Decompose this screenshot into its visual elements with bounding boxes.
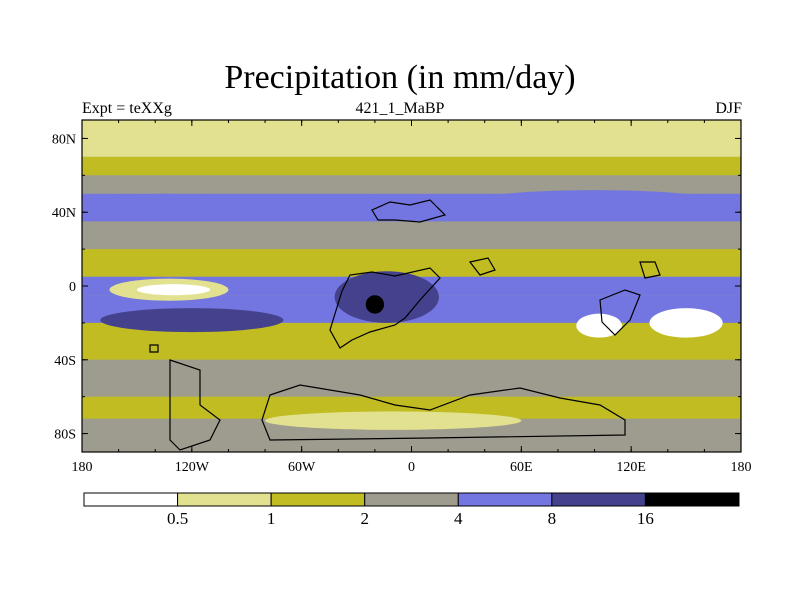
experiment-label: Expt = teXXg: [82, 100, 172, 117]
colorbar-label: 0.5: [167, 509, 188, 528]
zonal-band-4: [82, 221, 741, 250]
coastline-7: [261, 384, 626, 441]
coastline-6: [169, 359, 221, 451]
colorbar-bin: [551, 492, 646, 507]
y-tick-label: 40N: [52, 206, 76, 221]
african-maximum: [365, 295, 385, 314]
southern-ocean-dry: [265, 411, 522, 430]
coastlines: [149, 199, 661, 451]
colorbar-label: 2: [360, 509, 369, 528]
south-pacific-convergence: [100, 308, 284, 333]
period-label: 421_1_MaBP: [355, 100, 445, 117]
colorbar-bin: [270, 492, 366, 507]
x-tick-label: 60W: [288, 460, 316, 475]
x-tick-label: 60E: [510, 460, 533, 475]
southeast-pacific-dry: [649, 308, 723, 338]
coastline-5: [149, 344, 159, 353]
colorbar-label: 1: [267, 509, 276, 528]
axis-layer: 180 120W 60W 0 60E 120E 180 80N 40N 0 40S 80S: [52, 120, 752, 475]
x-tick-label: 0: [408, 460, 415, 475]
colorbar-bin: [644, 492, 740, 507]
colorbar-bin: [364, 492, 459, 507]
colorbar-bin: [457, 492, 553, 507]
y-tick-label: 80S: [54, 428, 76, 443]
y-tick-label: 40S: [54, 354, 76, 369]
x-tick-label: 120E: [616, 460, 646, 475]
zonal-band-1: [82, 156, 741, 176]
australia-dry: [576, 313, 623, 338]
y-tick-label: 0: [69, 280, 76, 295]
zonal-band-0: [82, 120, 741, 157]
north-pacific-storm-track: [91, 193, 238, 220]
colorbar: 0.5 1 2 4 8 16: [83, 492, 740, 528]
colorbar-label: 8: [548, 509, 557, 528]
map-layer: [81, 119, 742, 453]
pacific-dry-core: [136, 284, 211, 296]
season-label: DJF: [715, 100, 742, 117]
x-tick-label: 120W: [175, 460, 210, 475]
eurasia-high-lat-rain: [466, 190, 723, 216]
colorbar-label: 4: [454, 509, 463, 528]
colorbar-bin: [83, 492, 179, 507]
coastline-0: [329, 267, 441, 349]
coastline-4: [639, 261, 661, 279]
colorbar-label: 16: [637, 509, 654, 528]
coastline-2: [599, 289, 641, 336]
atlantic-amazon-convection: [334, 271, 439, 323]
x-tick-label: 180: [72, 460, 93, 475]
coastline-3: [468, 257, 496, 276]
zonal-band-9: [82, 359, 741, 397]
coastline-1: [371, 199, 447, 223]
chart-title: Precipitation (in mm/day): [224, 59, 576, 96]
x-tick-label: 180: [731, 460, 752, 475]
y-tick-label: 80N: [52, 132, 76, 147]
map-fill: [82, 120, 741, 452]
colorbar-bin: [177, 492, 272, 507]
zonal-band-2: [82, 175, 741, 194]
